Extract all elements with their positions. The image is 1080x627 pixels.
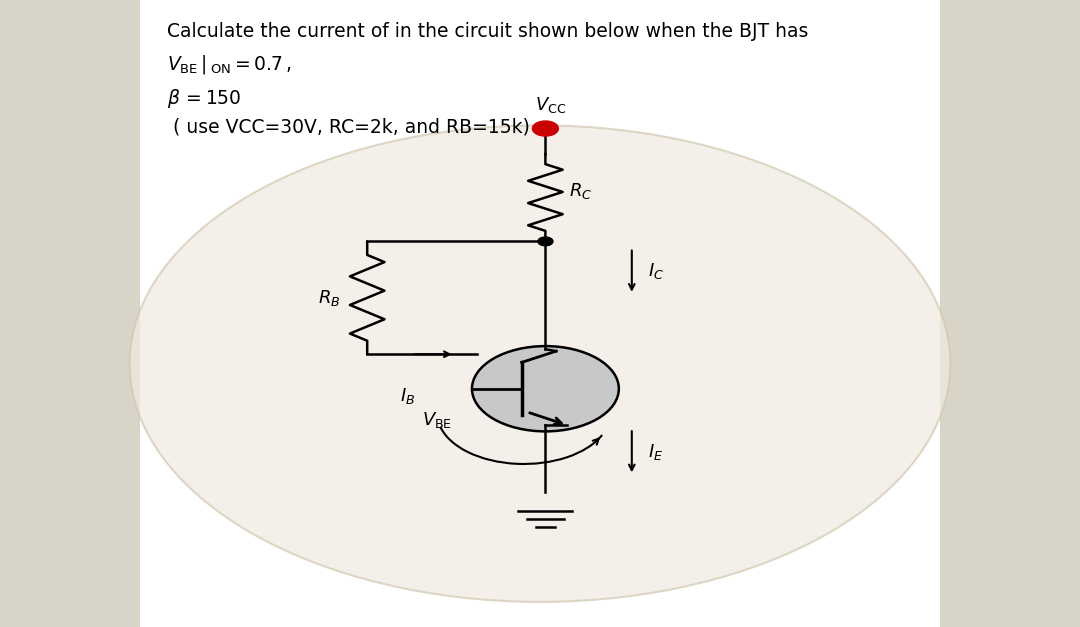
Circle shape [130, 125, 950, 602]
Text: $I_E$: $I_E$ [648, 442, 663, 461]
Circle shape [472, 346, 619, 431]
Text: $R_C$: $R_C$ [569, 181, 593, 201]
Text: $I_C$: $I_C$ [648, 261, 664, 281]
Text: $\beta\,{=}150$: $\beta\,{=}150$ [167, 87, 242, 110]
Text: $I_B$: $I_B$ [400, 386, 415, 406]
Circle shape [538, 237, 553, 246]
Text: ( use VCC=30V, RC=2k, and RB=15k): ( use VCC=30V, RC=2k, and RB=15k) [167, 118, 530, 137]
Text: $V_{\rm BE}\,|\,{}_{\rm ON} = 0.7\,$,: $V_{\rm BE}\,|\,{}_{\rm ON} = 0.7\,$, [167, 53, 292, 76]
Circle shape [532, 121, 558, 136]
Text: $R_B$: $R_B$ [318, 288, 340, 308]
Text: $V_{\rm CC}$: $V_{\rm CC}$ [536, 95, 566, 115]
Text: Calculate the current of in the circuit shown below when the BJT has: Calculate the current of in the circuit … [167, 22, 809, 41]
Text: $V_{\rm BE}$: $V_{\rm BE}$ [422, 410, 453, 430]
FancyBboxPatch shape [140, 0, 940, 627]
